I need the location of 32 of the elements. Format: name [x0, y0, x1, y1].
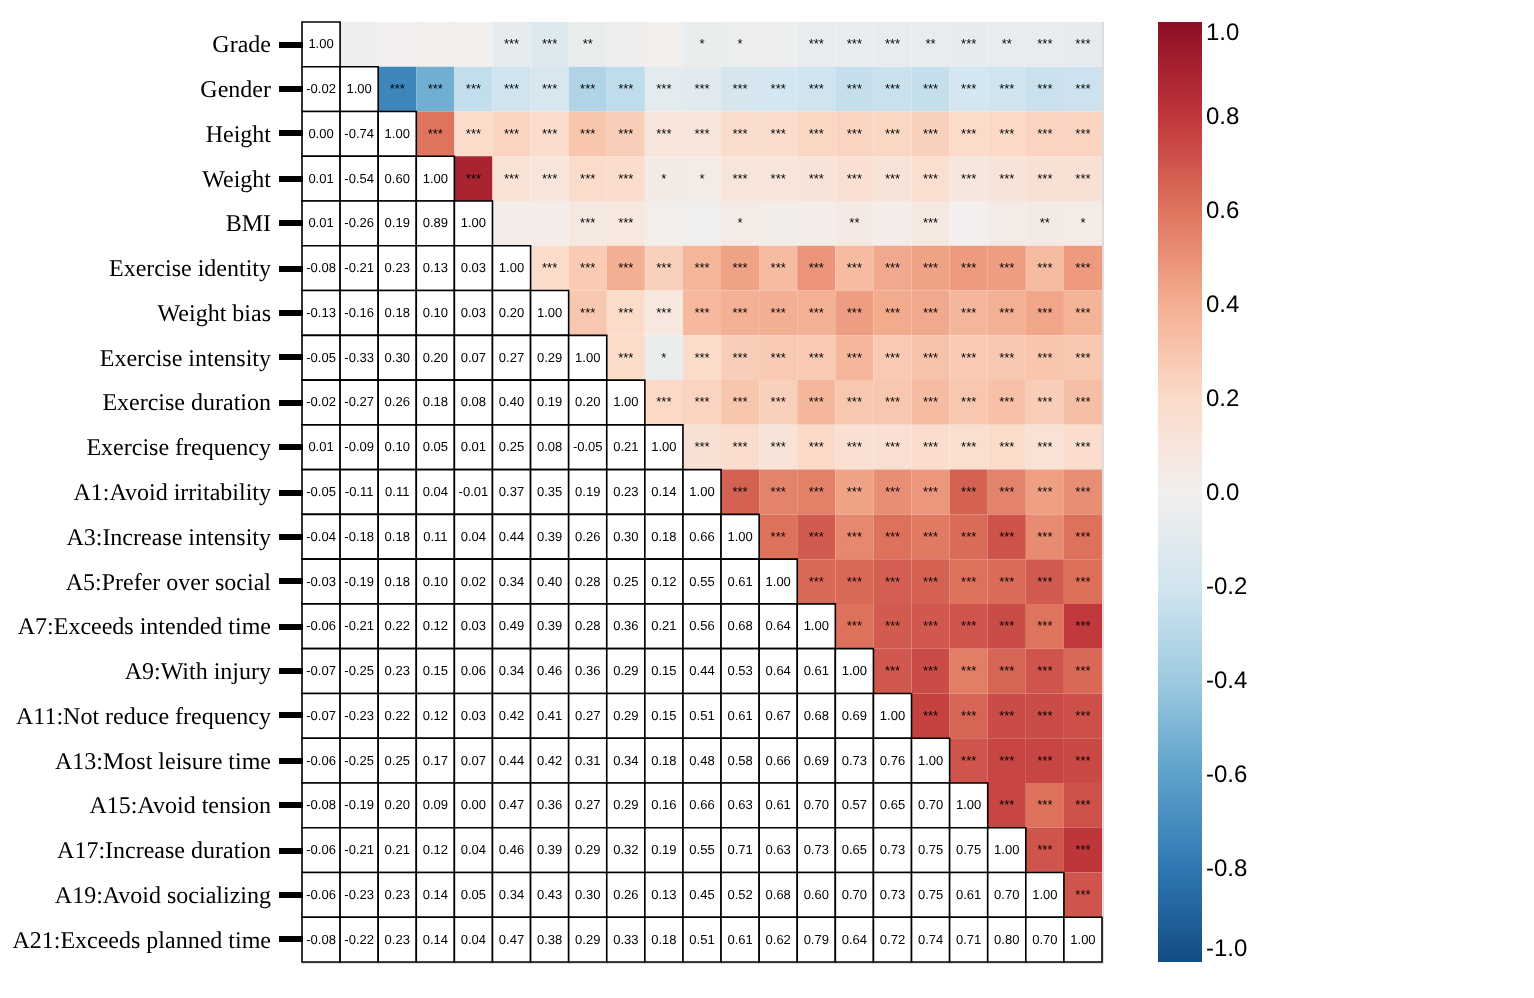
color-bar-label: -1.0: [1206, 934, 1249, 962]
y-tick-label: A17:Increase duration: [57, 836, 271, 865]
color-bar-label: -0.8: [1206, 854, 1249, 882]
color-bar-label: -0.2: [1206, 572, 1249, 600]
y-tick-label: Height: [205, 119, 273, 148]
y-tick-label: Weight: [202, 164, 273, 193]
y-tick-label: A19:Avoid socializing: [54, 880, 271, 909]
color-bar-label: 0.8: [1206, 102, 1241, 130]
color-bar-label: -0.4: [1206, 666, 1249, 694]
y-tick-label: A13:Most leisure time: [55, 746, 271, 775]
y-tick-label: A9:With injury: [124, 657, 271, 686]
color-bar-label: -0.6: [1206, 760, 1249, 788]
color-bar-label: 0.2: [1206, 384, 1241, 412]
y-tick-label: A3:Increase intensity: [66, 522, 271, 551]
y-tick-label: A21:Exceeds planned time: [12, 925, 271, 954]
y-tick-label: BMI: [225, 209, 271, 238]
y-tick-label: Weight bias: [157, 298, 272, 327]
y-tick-label: A11:Not reduce frequency: [16, 701, 271, 730]
y-tick-label: Gender: [200, 75, 271, 104]
y-tick-label: A1:Avoid irritability: [73, 478, 271, 506]
y-tick-label: Exercise identity: [109, 254, 271, 283]
color-bar-label: 1.0: [1206, 18, 1241, 46]
color-bar-label: 0.6: [1206, 196, 1241, 224]
y-tick-label: A5:Prefer over social: [65, 567, 273, 596]
y-tick-label: Grade: [212, 30, 271, 59]
y-tick-label: Exercise intensity: [99, 343, 271, 372]
y-tick-label: Exercise duration: [102, 388, 271, 417]
color-bar-label: 0.4: [1206, 290, 1241, 318]
y-tick-label: Exercise frequency: [86, 433, 271, 462]
y-tick-label: A15:Avoid tension: [89, 791, 271, 820]
color-bar-label: 0.0: [1206, 478, 1241, 506]
y-tick-label: A7:Exceeds intended time: [17, 612, 271, 641]
